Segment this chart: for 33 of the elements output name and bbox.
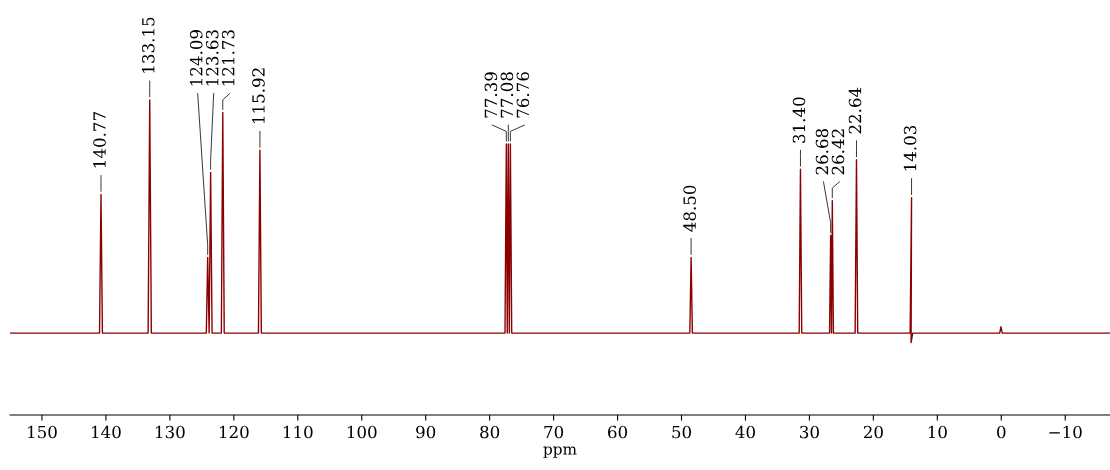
annotation: 115.92 <box>252 68 265 124</box>
annotation: 124.09 <box>189 30 203 86</box>
annotation: 14.03 <box>903 125 917 171</box>
x-tick-label: 0 <box>997 425 1006 439</box>
x-tick-label: 120 <box>219 425 249 439</box>
annotation: 31.40 <box>792 97 806 143</box>
annotation: 121.73 <box>221 30 235 86</box>
annotation: 133.15 <box>141 17 155 73</box>
x-tick-label: 70 <box>544 425 564 439</box>
x-tick-label: 10 <box>928 425 947 439</box>
annotation: 76.76 <box>516 72 530 118</box>
x-tick-label: 100 <box>347 425 377 439</box>
annotation: 77.39 <box>484 72 498 118</box>
annotation: 26.68 <box>815 128 829 175</box>
x-tick-label: 150 <box>28 425 57 439</box>
annotation: 48.50 <box>683 185 696 232</box>
x-tick-label: 20 <box>863 425 883 439</box>
x-tick-label: 80 <box>480 425 500 439</box>
annotation: 77.08 <box>500 72 514 118</box>
annotation: 140.77 <box>93 112 106 168</box>
x-tick-label: 90 <box>416 425 436 439</box>
annotation: 26.42 <box>831 129 845 175</box>
x-axis-title: ppm <box>543 446 577 458</box>
x-tick-label: 130 <box>156 425 185 439</box>
x-tick-label: 30 <box>800 425 819 439</box>
annotation: 123.63 <box>205 30 219 86</box>
annotation: 22.64 <box>848 87 862 134</box>
x-tick-label: −10 <box>1049 425 1082 439</box>
x-tick-label: 40 <box>735 425 755 439</box>
x-tick-label: 50 <box>672 425 691 439</box>
x-tick-label: 140 <box>92 425 121 439</box>
x-tick-label: 110 <box>283 425 313 439</box>
x-tick-label: 60 <box>608 425 628 439</box>
